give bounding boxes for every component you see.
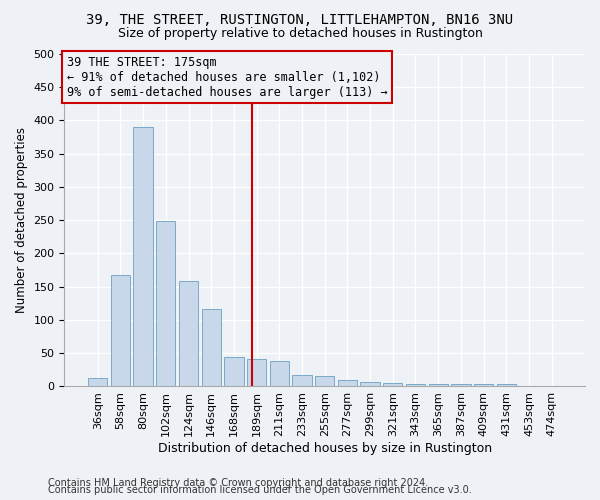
Bar <box>269 361 289 386</box>
Bar <box>202 310 221 386</box>
Bar <box>179 282 198 387</box>
Bar <box>111 275 130 386</box>
Bar <box>406 384 425 386</box>
Text: Contains HM Land Registry data © Crown copyright and database right 2024.: Contains HM Land Registry data © Crown c… <box>48 478 428 488</box>
Text: 39, THE STREET, RUSTINGTON, LITTLEHAMPTON, BN16 3NU: 39, THE STREET, RUSTINGTON, LITTLEHAMPTO… <box>86 12 514 26</box>
Text: 39 THE STREET: 175sqm
← 91% of detached houses are smaller (1,102)
9% of semi-de: 39 THE STREET: 175sqm ← 91% of detached … <box>67 56 388 98</box>
Bar <box>361 382 380 386</box>
Bar <box>247 358 266 386</box>
Bar <box>224 357 244 386</box>
Text: Size of property relative to detached houses in Rustington: Size of property relative to detached ho… <box>118 28 482 40</box>
Bar <box>156 221 175 386</box>
Bar <box>88 378 107 386</box>
Bar <box>133 127 153 386</box>
X-axis label: Distribution of detached houses by size in Rustington: Distribution of detached houses by size … <box>158 442 492 455</box>
Bar <box>315 376 334 386</box>
Bar <box>292 375 311 386</box>
Bar <box>497 384 516 386</box>
Text: Contains public sector information licensed under the Open Government Licence v3: Contains public sector information licen… <box>48 485 472 495</box>
Bar <box>383 383 403 386</box>
Bar <box>428 384 448 386</box>
Bar <box>451 384 470 386</box>
Bar <box>338 380 357 386</box>
Bar <box>474 384 493 386</box>
Y-axis label: Number of detached properties: Number of detached properties <box>15 127 28 313</box>
